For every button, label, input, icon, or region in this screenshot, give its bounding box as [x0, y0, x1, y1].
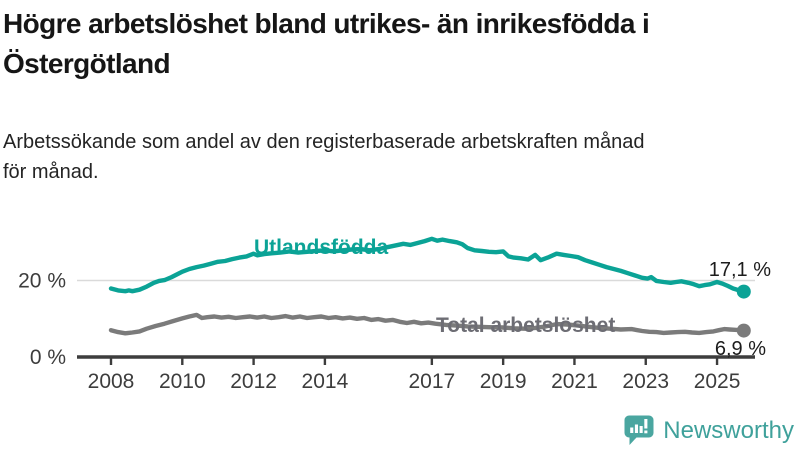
line-series-1 — [108, 312, 746, 336]
y-tick-label: 20 % — [18, 270, 66, 293]
end-dot-series-1 — [736, 323, 751, 338]
end-value-label: 17,1 % — [709, 259, 771, 281]
x-tick-label: 2017 — [408, 370, 455, 393]
newsworthy-wordmark: Newsworthy — [663, 416, 794, 444]
x-tick-label: 2025 — [694, 370, 741, 393]
y-tick-label: 0 % — [30, 346, 66, 369]
chart-subtitle: Arbetssökande som andel av den registerb… — [3, 131, 645, 183]
x-tick-label: 2021 — [551, 370, 598, 393]
x-tick-label: 2019 — [480, 370, 527, 393]
x-tick-label: 2014 — [302, 370, 349, 393]
series-label: Utlandsfödda — [254, 236, 388, 259]
x-tick-label: 2023 — [622, 370, 669, 393]
x-tick-label: 2010 — [159, 370, 206, 393]
x-tick-label: 2008 — [88, 370, 135, 393]
line-series-0 — [108, 236, 746, 294]
x-tick-label: 2012 — [230, 370, 277, 393]
end-dot-series-0 — [736, 284, 751, 299]
page-title: Högre arbetslöshet bland utrikes- än inr… — [3, 8, 650, 79]
newsworthy-logo[interactable]: Newsworthy — [623, 414, 794, 447]
series-label: Total arbetslöshet — [436, 314, 615, 337]
newsworthy-chart-bubble-icon — [624, 415, 654, 445]
end-value-label: 6,9 % — [715, 338, 766, 360]
